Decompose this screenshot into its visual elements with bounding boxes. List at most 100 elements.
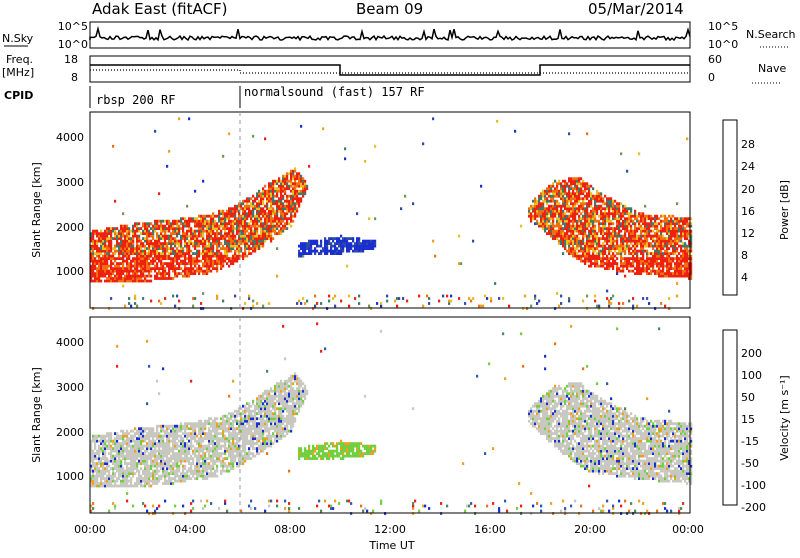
echo-cell bbox=[224, 254, 227, 258]
echo-cell bbox=[674, 237, 677, 240]
echo-cell bbox=[252, 299, 255, 303]
echo-cell bbox=[650, 244, 653, 248]
echo-cell bbox=[100, 247, 103, 250]
echo-cell bbox=[120, 474, 123, 478]
echo-cell bbox=[100, 457, 103, 460]
echo-cell bbox=[104, 454, 107, 458]
echo-cell bbox=[174, 457, 177, 460]
echo-cell bbox=[568, 184, 571, 188]
echo-cell bbox=[296, 202, 299, 206]
echo-cell bbox=[610, 237, 613, 240]
echo-cell bbox=[470, 299, 473, 303]
echo-cell bbox=[168, 222, 171, 226]
echo-cell bbox=[196, 237, 199, 240]
echo-cell bbox=[684, 234, 687, 238]
echo-cell bbox=[180, 267, 183, 270]
echo-cell bbox=[106, 462, 109, 465]
echo-cell bbox=[202, 227, 205, 230]
echo-cell bbox=[140, 427, 143, 431]
echo-cell bbox=[622, 264, 625, 268]
echo-cell bbox=[98, 447, 101, 450]
echo-cell bbox=[686, 247, 689, 250]
echo-cell bbox=[562, 229, 565, 233]
echo-cell bbox=[656, 237, 659, 240]
echo-cell bbox=[134, 297, 137, 300]
echo-cell bbox=[108, 479, 111, 483]
echo-cell bbox=[280, 194, 283, 198]
echo-cell bbox=[116, 257, 119, 260]
echo-cell bbox=[582, 237, 585, 240]
echo-cell bbox=[170, 467, 173, 470]
echo-cell bbox=[682, 232, 685, 235]
echo-cell bbox=[132, 429, 135, 433]
echo-cell bbox=[582, 232, 585, 235]
echo-cell bbox=[280, 212, 283, 216]
echo-cell bbox=[164, 469, 167, 473]
echo-cell bbox=[298, 299, 301, 303]
echo-cell bbox=[110, 457, 113, 460]
echo-cell bbox=[252, 224, 255, 228]
echo-cell bbox=[546, 212, 549, 216]
echo-cell bbox=[576, 222, 579, 226]
echo-cell bbox=[620, 234, 623, 238]
echo-cell bbox=[128, 277, 131, 280]
echo-cell bbox=[150, 439, 153, 443]
echo-cell bbox=[180, 452, 183, 455]
echo-cell bbox=[648, 267, 651, 270]
echo-cell bbox=[156, 479, 159, 483]
echo-cell bbox=[120, 454, 123, 458]
echo-cell bbox=[158, 452, 161, 455]
echo-cell bbox=[174, 429, 177, 433]
echo-cell bbox=[660, 227, 663, 230]
echo-cell bbox=[634, 227, 637, 230]
echo-cell bbox=[674, 247, 677, 250]
echo-cell bbox=[104, 272, 107, 275]
echo-cell bbox=[180, 462, 183, 465]
echo-cell bbox=[132, 472, 135, 475]
echo-cell bbox=[116, 437, 119, 440]
echo-cell bbox=[678, 222, 681, 226]
echo-cell bbox=[284, 217, 287, 221]
echo-cell bbox=[220, 209, 223, 213]
echo-cell bbox=[312, 249, 315, 253]
echo-cell bbox=[608, 204, 611, 208]
echo-cell bbox=[568, 177, 571, 181]
echo-cell bbox=[304, 184, 307, 188]
echo-cell bbox=[190, 229, 193, 233]
echo-cell bbox=[98, 267, 101, 270]
echo-cell bbox=[152, 247, 155, 250]
echo-cell bbox=[112, 457, 115, 460]
echo-cell bbox=[600, 229, 603, 233]
echo-cell bbox=[536, 204, 539, 208]
echo-cell bbox=[582, 207, 585, 211]
echo-cell bbox=[146, 469, 149, 473]
echo-cell bbox=[178, 427, 181, 431]
echo-cell bbox=[110, 274, 113, 278]
echo-cell bbox=[100, 252, 103, 255]
echo-cell bbox=[656, 252, 659, 255]
echo-cell bbox=[164, 452, 167, 455]
echo-cell bbox=[636, 239, 639, 243]
echo-cell bbox=[166, 434, 169, 438]
echo-cell bbox=[374, 244, 377, 248]
echo-cell bbox=[184, 234, 187, 238]
echo-cell bbox=[270, 187, 273, 191]
echo-cell bbox=[308, 252, 311, 255]
echo-cell bbox=[112, 459, 115, 463]
echo-cell bbox=[434, 254, 437, 258]
echo-cell bbox=[206, 259, 209, 263]
echo-cell bbox=[122, 269, 125, 273]
echo-cell bbox=[554, 179, 557, 183]
echo-cell bbox=[210, 249, 213, 253]
echo-cell bbox=[652, 262, 655, 265]
echo-cell bbox=[672, 249, 675, 253]
echo-cell bbox=[620, 237, 623, 240]
echo-cell bbox=[320, 302, 323, 305]
echo-cell bbox=[380, 304, 383, 308]
echo-cell bbox=[90, 264, 93, 268]
echo-cell bbox=[138, 449, 141, 453]
echo-cell bbox=[578, 217, 581, 221]
echo-cell bbox=[616, 222, 619, 226]
noise-left-top-tick: 10^5 bbox=[58, 20, 88, 33]
echo-cell bbox=[584, 197, 587, 201]
